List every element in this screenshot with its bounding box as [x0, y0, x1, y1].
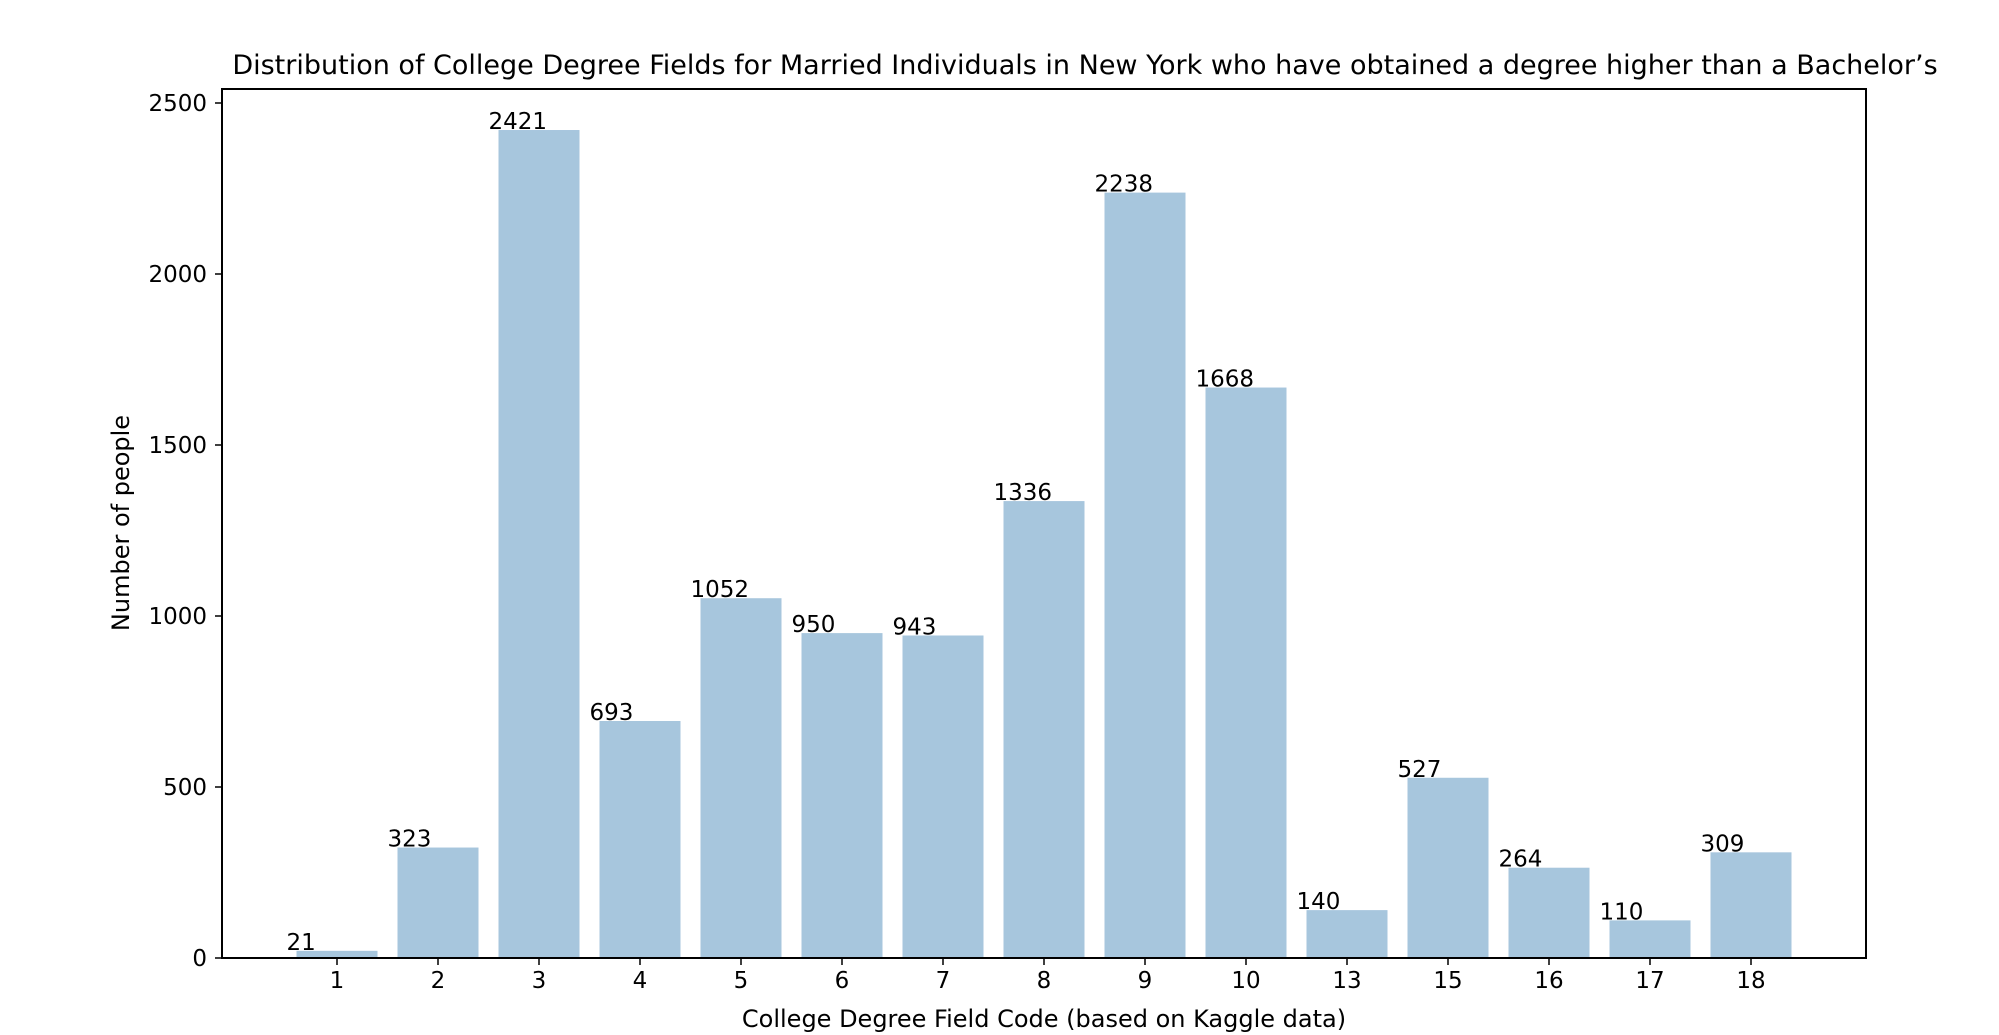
- bar-7: [902, 635, 984, 958]
- plot-area: 21 323 2421 693 1052 950 943 1336 2238 1668 140 527…: [287, 109, 1792, 958]
- bar-value-label-9: 2238: [1095, 172, 1154, 198]
- y-tick-label-500: 500: [163, 775, 207, 801]
- x-tick-label-1: 1: [330, 968, 345, 994]
- y-tick-label-1000: 1000: [148, 604, 207, 630]
- y-axis: 0 500 1000 1500 2000 2500: [148, 91, 222, 972]
- x-tick-label-3: 3: [532, 968, 547, 994]
- x-tick-label-4: 4: [633, 968, 648, 994]
- bar-value-label-13: 140: [1297, 889, 1341, 915]
- x-axis: 1 2 3 4 5 6 7 8 9 10 13 15 16 17 18: [330, 958, 1766, 994]
- bar-value-label-2: 323: [388, 827, 432, 853]
- x-tick-label-10: 10: [1231, 968, 1260, 994]
- bar-1: [296, 950, 378, 958]
- bar-4: [599, 720, 681, 958]
- bar-5: [700, 598, 782, 958]
- y-axis-label: Number of people: [107, 415, 135, 631]
- y-tick-label-2000: 2000: [148, 262, 207, 288]
- y-tick-label-1500: 1500: [148, 433, 207, 459]
- bar-18: [1710, 852, 1792, 958]
- y-tick-label-0: 0: [192, 946, 207, 972]
- x-tick-label-13: 13: [1332, 968, 1361, 994]
- x-tick-label-9: 9: [1138, 968, 1153, 994]
- x-tick-label-2: 2: [431, 968, 446, 994]
- x-tick-label-6: 6: [835, 968, 850, 994]
- bar-value-label-17: 110: [1600, 899, 1644, 925]
- bar-value-label-3: 2421: [489, 109, 548, 135]
- bar-value-label-4: 693: [590, 700, 634, 726]
- bar-3: [498, 130, 580, 958]
- x-tick-label-17: 17: [1635, 968, 1664, 994]
- bar-10: [1205, 387, 1287, 958]
- x-tick-label-18: 18: [1736, 968, 1765, 994]
- x-tick-label-15: 15: [1433, 968, 1462, 994]
- bar-value-label-5: 1052: [691, 577, 750, 603]
- bar-9: [1104, 192, 1186, 958]
- bar-15: [1407, 777, 1489, 958]
- bar-13: [1306, 910, 1388, 958]
- bar-value-label-7: 943: [893, 614, 937, 640]
- bar-8: [1003, 501, 1085, 958]
- bar-value-label-6: 950: [792, 612, 836, 638]
- bar-value-label-8: 1336: [994, 480, 1053, 506]
- x-tick-label-16: 16: [1534, 968, 1563, 994]
- y-tick-label-2500: 2500: [148, 91, 207, 117]
- bar-2: [397, 847, 479, 958]
- x-tick-label-7: 7: [936, 968, 951, 994]
- bar-value-label-10: 1668: [1196, 367, 1255, 393]
- chart-title: Distribution of College Degree Fields fo…: [232, 50, 1937, 81]
- bar-value-label-15: 527: [1398, 757, 1442, 783]
- x-tick-label-5: 5: [734, 968, 749, 994]
- bar-6: [801, 633, 883, 958]
- bar-value-label-18: 309: [1701, 831, 1745, 857]
- bar-17: [1609, 920, 1691, 958]
- bar-value-label-1: 21: [287, 930, 316, 956]
- x-axis-label: College Degree Field Code (based on Kagg…: [742, 1005, 1346, 1033]
- x-tick-label-8: 8: [1037, 968, 1052, 994]
- bar-value-label-16: 264: [1499, 847, 1543, 873]
- bar-16: [1508, 867, 1590, 958]
